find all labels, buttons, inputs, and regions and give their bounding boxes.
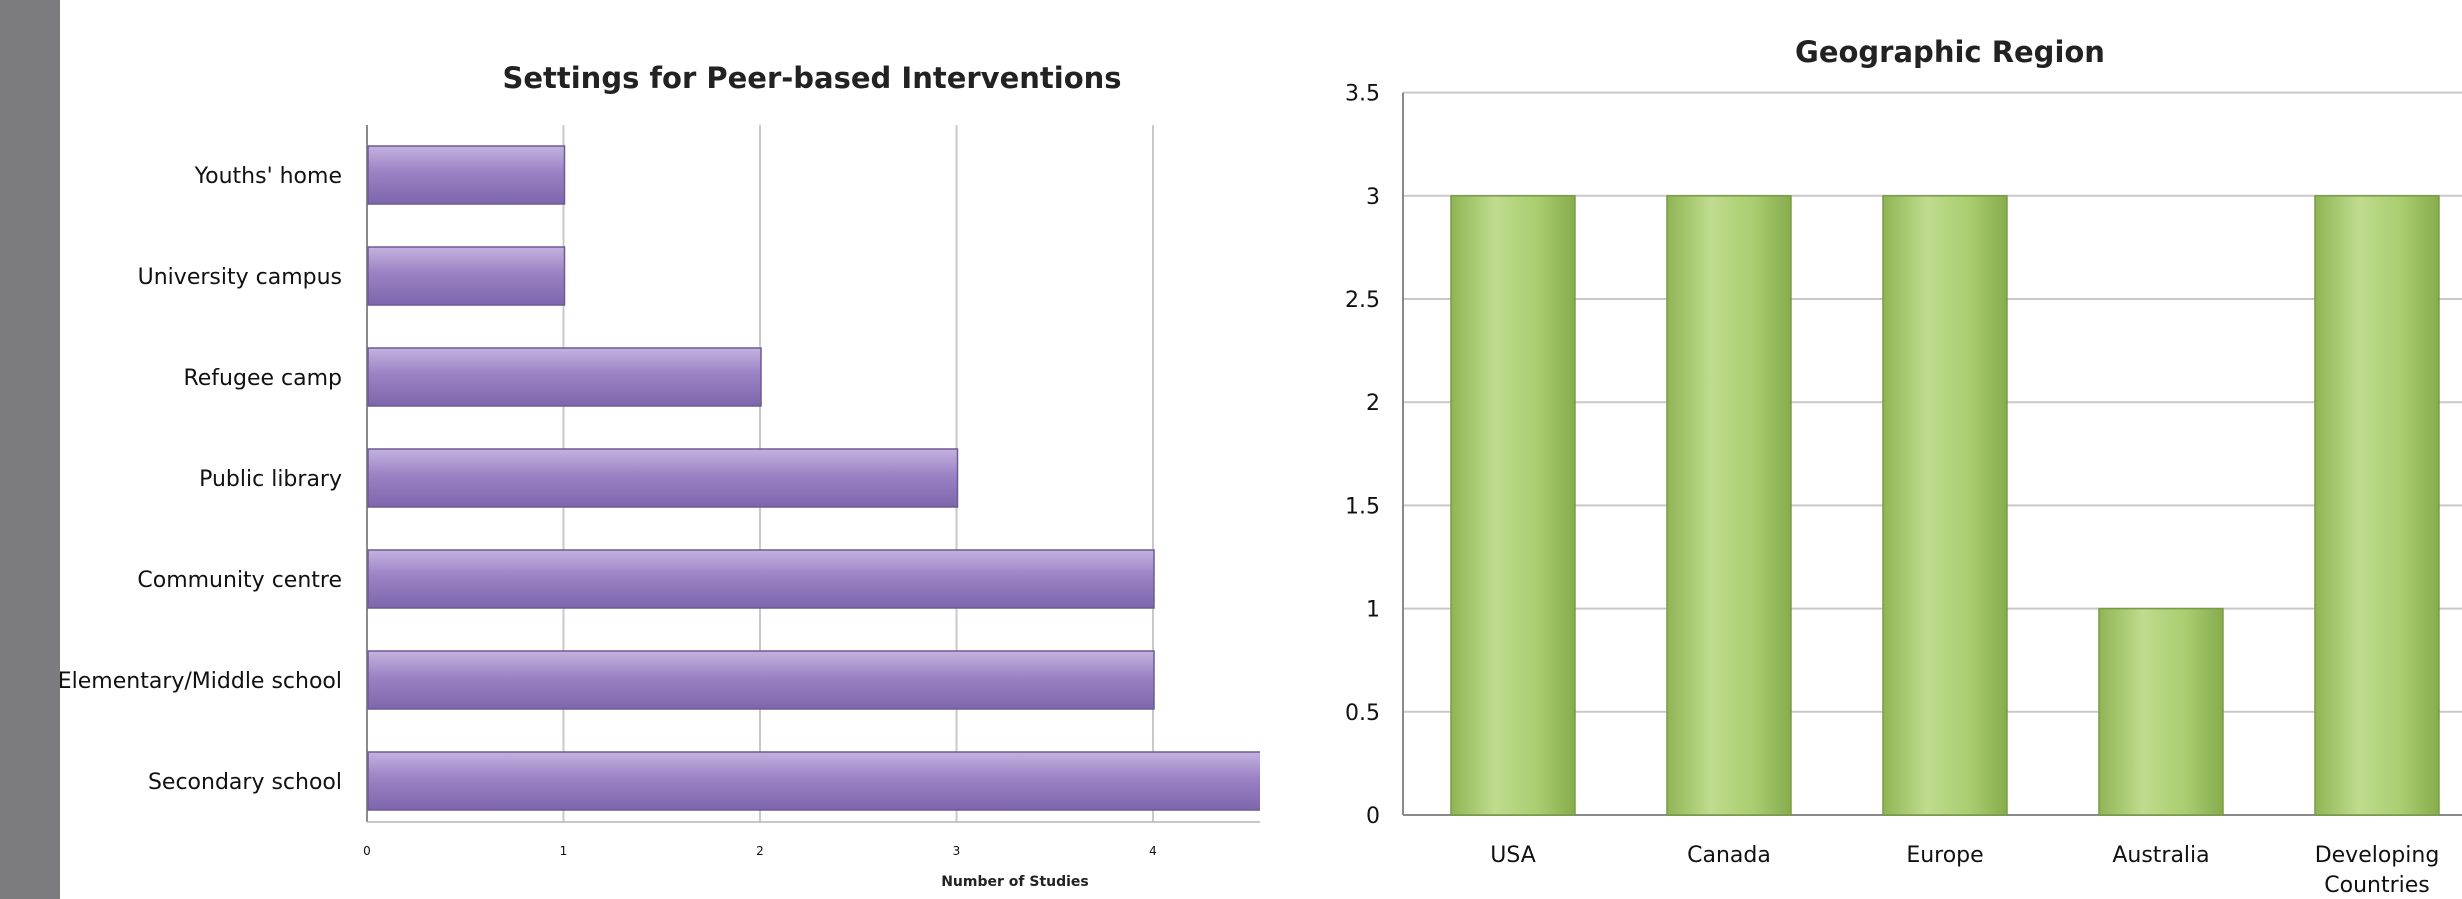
settings-x-ticks: 0 1 2 3 4 (363, 844, 1157, 858)
settings-category-label: Community centre (137, 568, 342, 593)
settings-bar (367, 751, 1260, 811)
region-bar (1450, 195, 1576, 816)
side-band (0, 0, 60, 899)
settings-x-tick: 0 (363, 844, 371, 858)
region-y-tick: 2.5 (1345, 288, 1380, 313)
settings-x-axis-label: Number of Studies (941, 874, 1089, 890)
region-category-label: Countries (2324, 873, 2430, 898)
region-y-tick: 0.5 (1345, 701, 1380, 726)
settings-x-tick: 2 (756, 844, 764, 858)
settings-category-label: Youths' home (194, 164, 342, 189)
region-category-labels: USA Canada Europe Australia Developing Countr… (1490, 843, 2439, 898)
settings-bar (367, 549, 1155, 609)
region-bar (1666, 195, 1792, 816)
settings-category-label: Public library (199, 467, 342, 492)
region-bars (1450, 195, 2440, 816)
settings-bar-chart: Youths' home University campus Refugee cam… (60, 61, 1260, 890)
region-y-tick: 1.5 (1345, 494, 1380, 519)
settings-bar (367, 448, 959, 508)
settings-chart-title: Settings for Peer-based Interventions (502, 61, 1121, 95)
region-category-label: Developing (2315, 843, 2440, 868)
region-category-label: Canada (1687, 843, 1771, 868)
region-chart-title: Geographic Region (1795, 35, 2105, 69)
region-y-tick: 1 (1366, 598, 1380, 623)
settings-category-label: Elementary/Middle school (60, 669, 342, 694)
region-bar (2098, 607, 2224, 816)
region-y-tick: 3 (1366, 185, 1380, 210)
region-y-tick: 0 (1366, 804, 1380, 829)
settings-bar (367, 145, 566, 205)
settings-bar (367, 347, 762, 407)
settings-x-tick: 3 (953, 844, 961, 858)
region-y-tick: 3.5 (1345, 82, 1380, 107)
region-y-ticks: 0 0.5 1 1.5 2 2.5 3 3.5 (1345, 82, 1380, 829)
region-bar-chart: 0 0.5 1 1.5 2 2.5 3 3.5 USA Canada Europe Australi… (1345, 35, 2462, 898)
settings-category-label: Refugee camp (183, 366, 342, 391)
settings-category-labels: Youths' home University campus Refugee cam… (60, 164, 342, 795)
settings-category-label: Secondary school (148, 770, 342, 795)
settings-bar (367, 650, 1155, 710)
settings-x-tick: 4 (1149, 844, 1157, 858)
region-bar (2314, 195, 2440, 816)
settings-category-label: University campus (138, 265, 342, 290)
region-category-label: Europe (1906, 843, 1983, 868)
settings-bars (367, 145, 1260, 811)
region-y-tick: 2 (1366, 391, 1380, 416)
region-category-label: Australia (2112, 843, 2209, 868)
settings-x-tick: 1 (560, 844, 568, 858)
region-category-label: USA (1490, 843, 1536, 868)
settings-bar (367, 246, 566, 306)
region-bar (1882, 195, 2008, 816)
